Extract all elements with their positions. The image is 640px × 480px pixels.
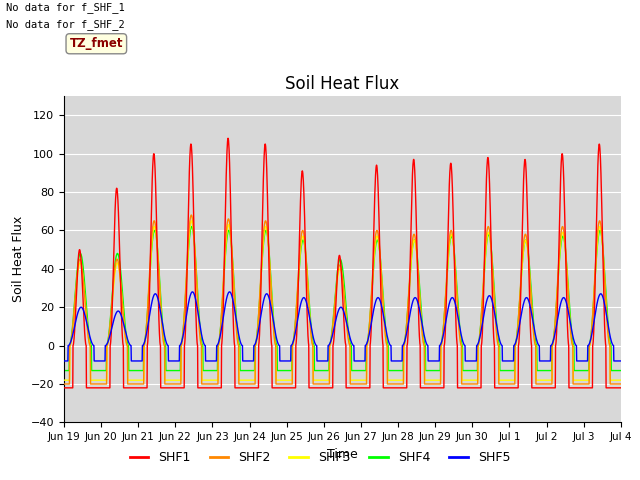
- Text: TZ_fmet: TZ_fmet: [70, 37, 123, 50]
- Y-axis label: Soil Heat Flux: Soil Heat Flux: [12, 216, 25, 302]
- Text: No data for f_SHF_2: No data for f_SHF_2: [6, 19, 125, 30]
- Legend: SHF1, SHF2, SHF3, SHF4, SHF5: SHF1, SHF2, SHF3, SHF4, SHF5: [125, 446, 515, 469]
- X-axis label: Time: Time: [327, 448, 358, 461]
- Title: Soil Heat Flux: Soil Heat Flux: [285, 75, 399, 93]
- Text: No data for f_SHF_1: No data for f_SHF_1: [6, 2, 125, 13]
